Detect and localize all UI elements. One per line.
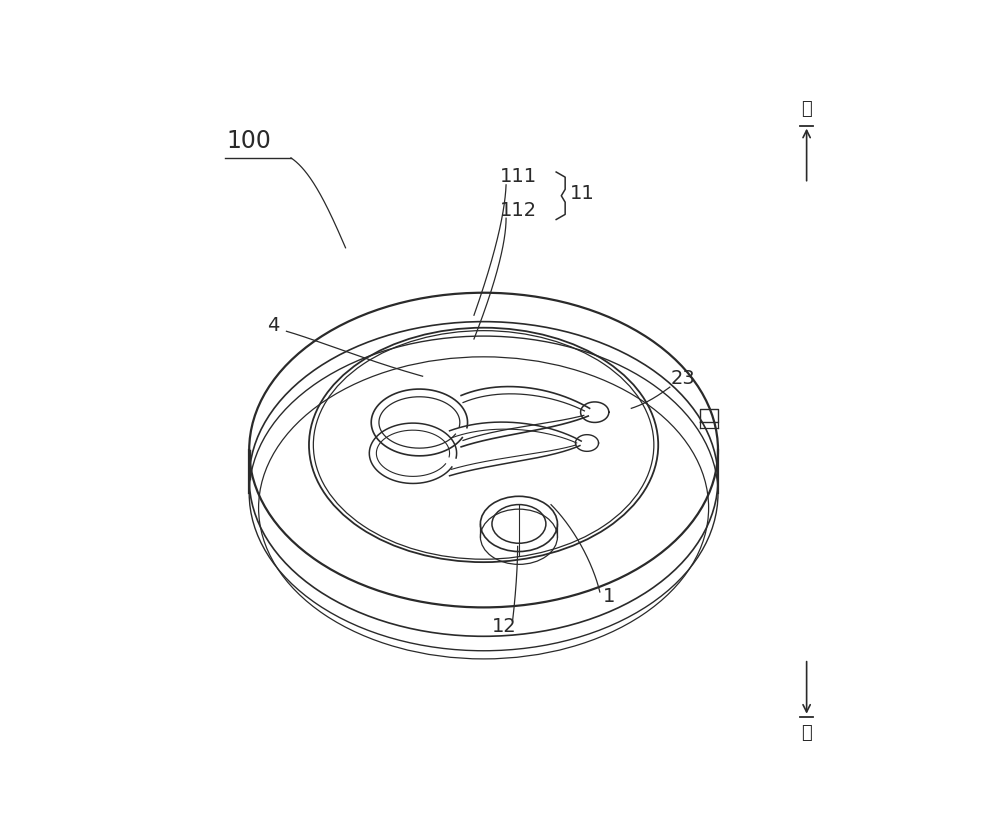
Text: 23: 23 — [670, 369, 695, 388]
Text: 4: 4 — [267, 316, 280, 335]
Text: 11: 11 — [570, 184, 595, 203]
Text: 12: 12 — [492, 617, 517, 636]
Text: 上: 上 — [801, 100, 812, 118]
Text: 下: 下 — [801, 724, 812, 742]
Text: 100: 100 — [227, 129, 272, 153]
Text: 112: 112 — [500, 201, 537, 219]
Text: 1: 1 — [602, 587, 615, 606]
Text: 111: 111 — [500, 168, 537, 186]
